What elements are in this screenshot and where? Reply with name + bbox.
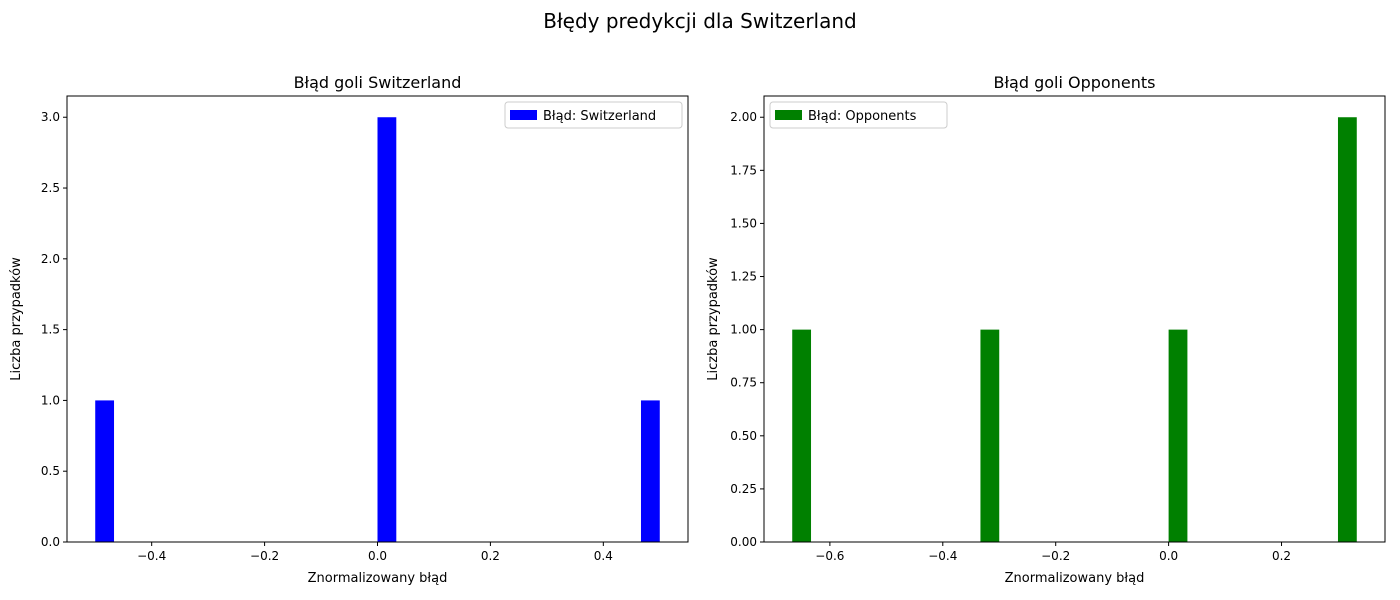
x-tick-label: −0.6 (815, 549, 844, 563)
y-tick-label: 0.00 (730, 535, 757, 549)
legend: Błąd: Opponents (769, 101, 948, 129)
subplot-1: Błąd goli Switzerland −0.4 −0.2 0.0 0.2 0.4 0.… (9, 73, 689, 586)
bar (1337, 117, 1357, 542)
y-tick-label: 0.50 (730, 429, 757, 443)
y-tick-label: 3.0 (41, 110, 60, 124)
bar (1168, 329, 1188, 542)
x-tick-label: −0.2 (250, 549, 279, 563)
axes-frame (763, 95, 1386, 543)
y-axis-label: Liczba przypadków (706, 257, 721, 381)
x-tick-label: −0.2 (1041, 549, 1070, 563)
x-tick-label: −0.4 (137, 549, 166, 563)
x-tick-label: 0.0 (368, 549, 387, 563)
x-tick-label: 0.2 (1272, 549, 1291, 563)
y-tick-label: 0.25 (730, 482, 757, 496)
x-tick-label: 0.4 (594, 549, 613, 563)
x-axis-label: Znormalizowany błąd (1005, 571, 1145, 586)
subplot-2: Błąd goli Opponents −0.6 −0.4 −0.2 0.0 0.2 0.0… (706, 73, 1386, 586)
legend-swatch (775, 110, 802, 120)
figure-suptitle: Błędy predykcji dla Switzerland (543, 9, 857, 33)
y-axis-label: Liczba przypadków (9, 257, 24, 381)
legend-label: Błąd: Switzerland (543, 109, 656, 124)
y-tick-label: 0.0 (41, 535, 60, 549)
charts-container: Błąd goli Switzerland −0.4 −0.2 0.0 0.2 0.4 0.… (9, 73, 1386, 586)
y-tick-label: 1.50 (730, 216, 757, 230)
legend-swatch (510, 110, 537, 120)
y-tick-label: 0.75 (730, 376, 757, 390)
x-tick-label: 0.2 (481, 549, 500, 563)
bar (792, 329, 812, 542)
bar (640, 400, 660, 542)
legend-box (504, 101, 683, 129)
y-tick-label: 1.25 (730, 270, 757, 284)
legend: Błąd: Switzerland (504, 101, 683, 129)
y-tick-label: 0.5 (41, 464, 60, 478)
bar (980, 329, 1000, 542)
subplot-title: Błąd goli Switzerland (294, 73, 462, 92)
legend-label: Błąd: Opponents (808, 109, 917, 124)
x-tick-label: −0.4 (928, 549, 957, 563)
bar (377, 117, 397, 542)
bar (95, 400, 115, 542)
y-tick-label: 1.0 (41, 393, 60, 407)
y-tick-label: 2.0 (41, 252, 60, 266)
y-tick-label: 2.5 (41, 181, 60, 195)
legend-box (769, 101, 948, 129)
y-tick-label: 1.00 (730, 323, 757, 337)
subplot-title: Błąd goli Opponents (994, 73, 1156, 92)
y-tick-label: 1.5 (41, 323, 60, 337)
y-tick-label: 2.00 (730, 110, 757, 124)
x-tick-label: 0.0 (1159, 549, 1178, 563)
x-axis-label: Znormalizowany błąd (308, 571, 448, 586)
y-tick-label: 1.75 (730, 163, 757, 177)
